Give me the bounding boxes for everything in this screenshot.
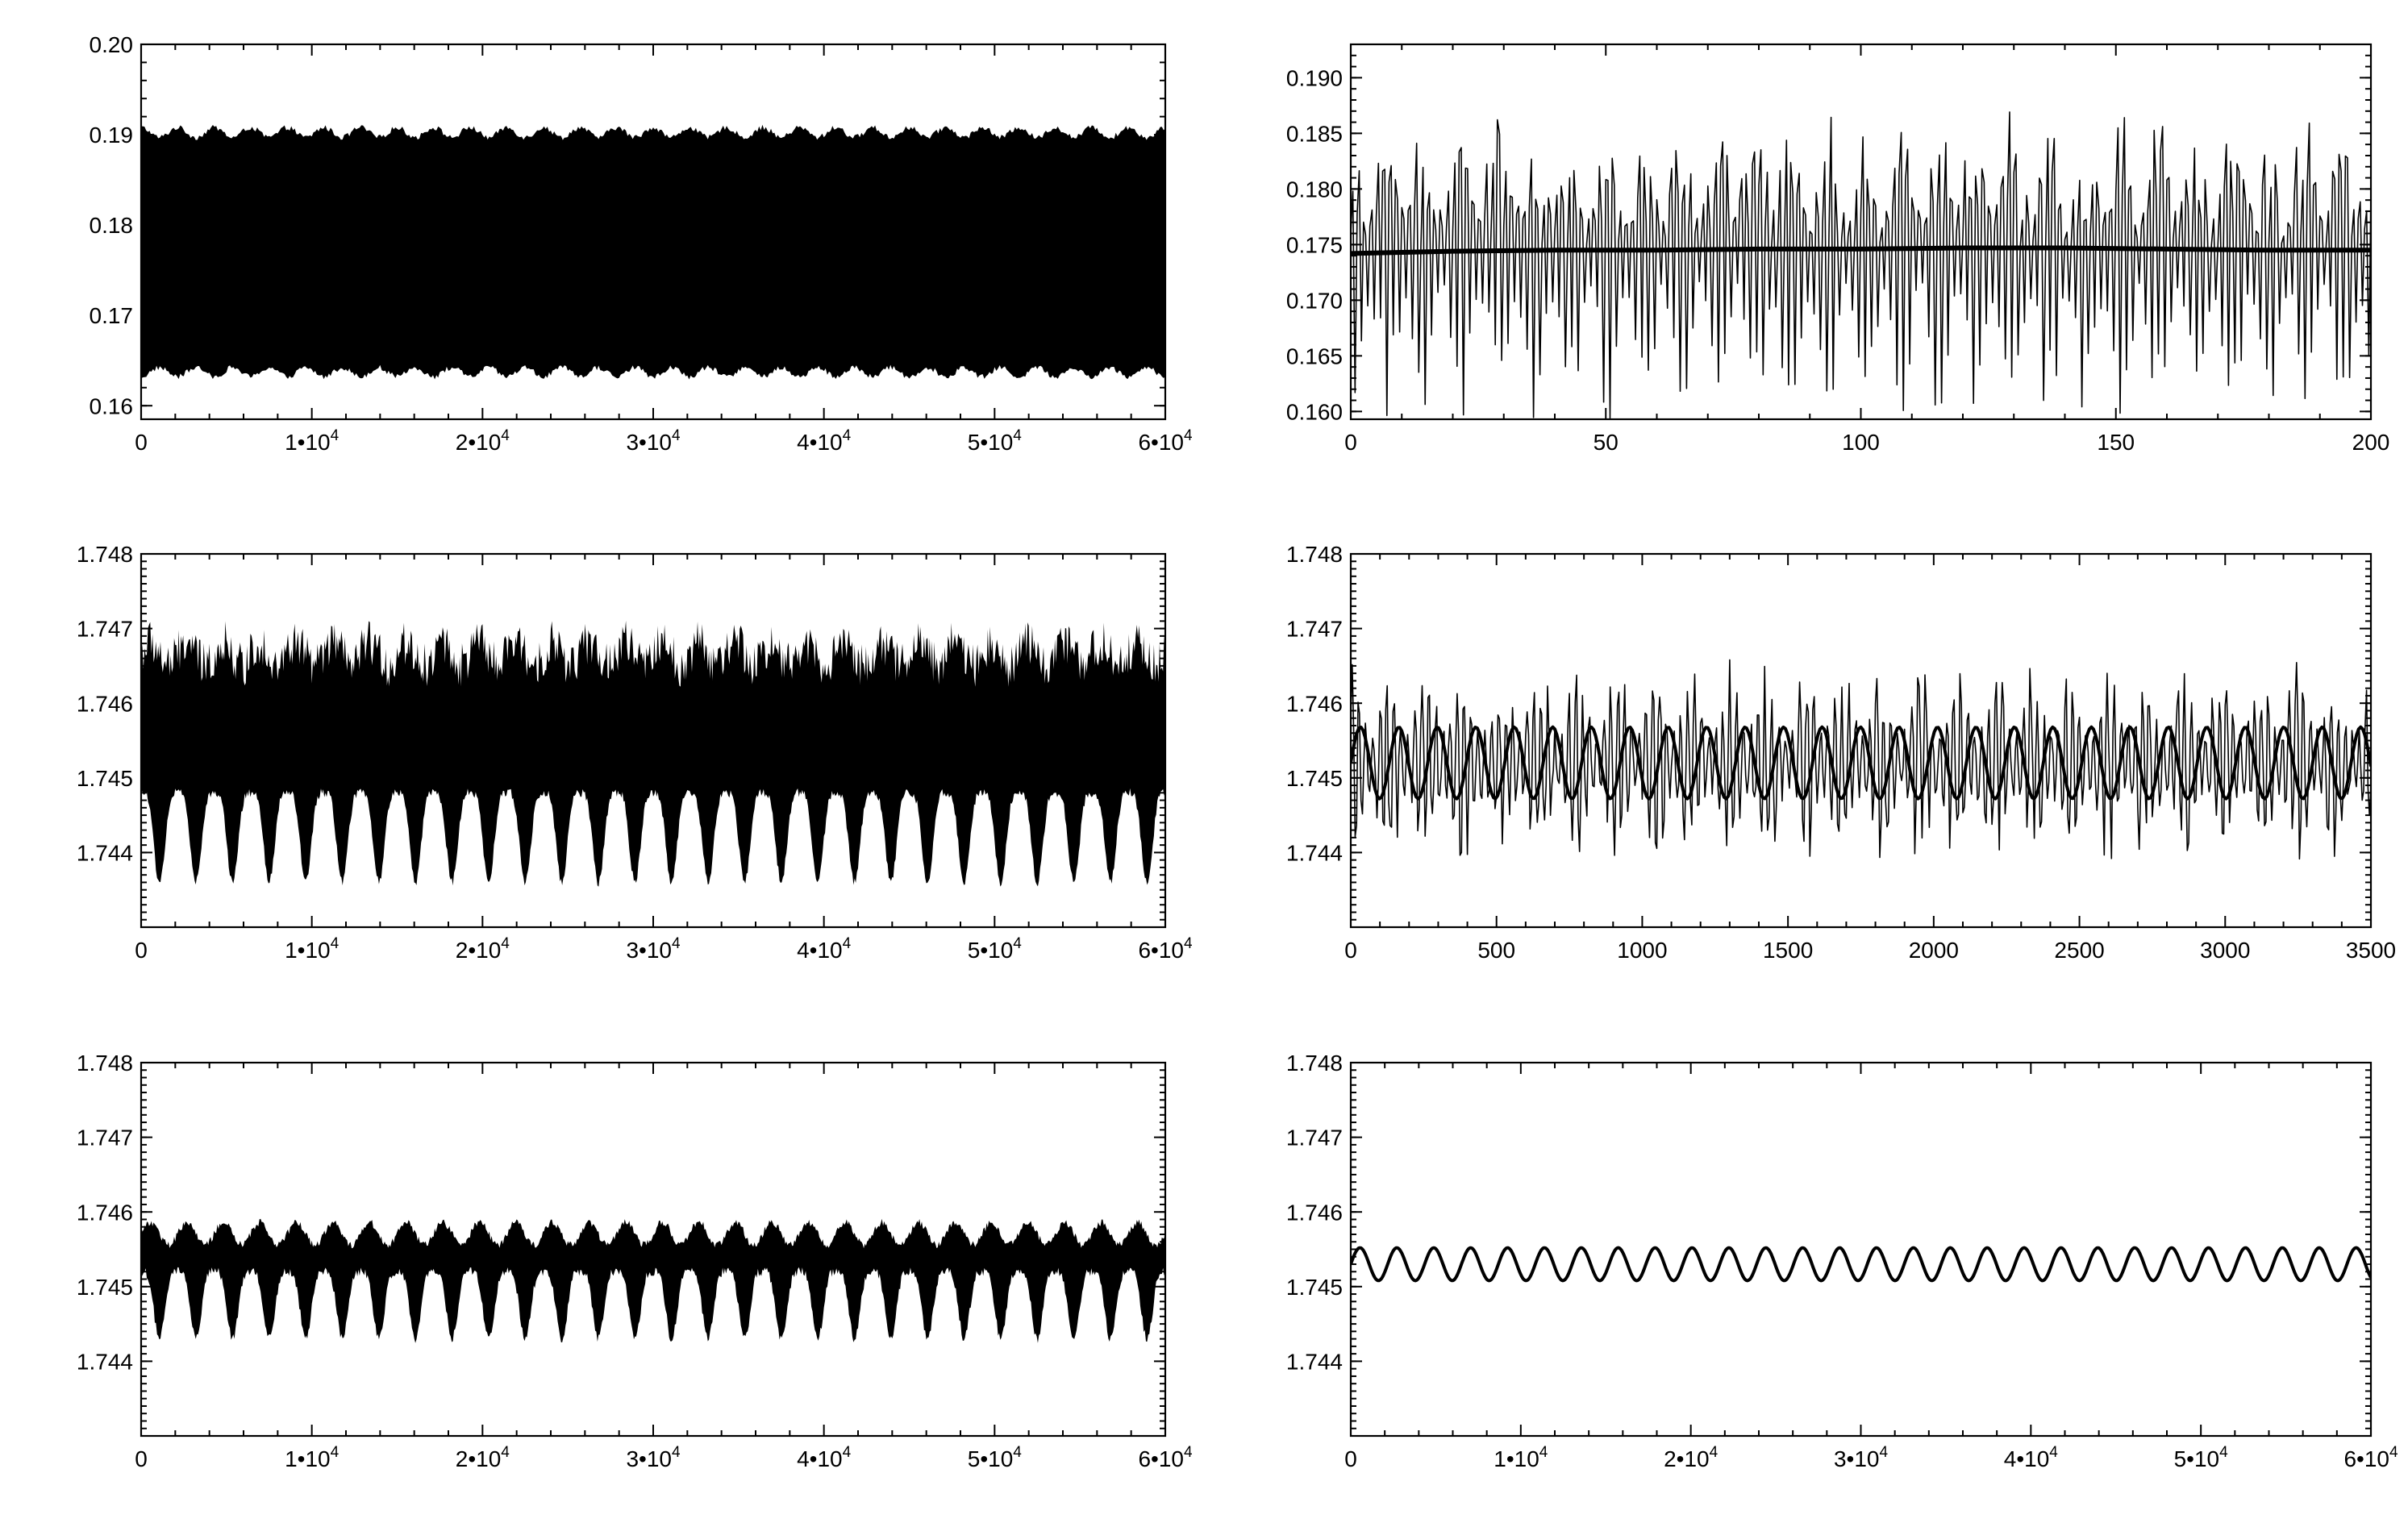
x-tick-label: 4•104 <box>797 1444 852 1471</box>
x-tick-label: 3•104 <box>1834 1444 1889 1471</box>
y-tick-label: 1.748 <box>77 542 133 567</box>
y-tick-label: 1.746 <box>1286 691 1343 716</box>
y-tick-label: 1.744 <box>1286 1349 1343 1374</box>
y-tick-label: 1.744 <box>77 840 133 865</box>
x-tick-label: 2•104 <box>1664 1444 1719 1471</box>
y-tick-label: 0.18 <box>90 213 134 238</box>
series-0-band <box>141 620 1165 887</box>
y-tick-label: 1.747 <box>1286 617 1343 642</box>
x-tick-label: 150 <box>2097 430 2135 455</box>
x-tick-label: 1500 <box>1763 938 1813 963</box>
y-tick-label: 0.19 <box>90 123 134 148</box>
x-tick-label: 0 <box>1344 1446 1357 1471</box>
y-tick-label: 1.745 <box>77 766 133 791</box>
series-0-band <box>141 1218 1165 1343</box>
x-tick-label: 1000 <box>1617 938 1667 963</box>
x-tick-label: 3500 <box>2346 938 2396 963</box>
plot-area <box>1351 111 2371 419</box>
x-tick-label: 4•104 <box>797 935 852 963</box>
x-tick-label: 3•104 <box>626 427 681 455</box>
chart-bottom-right: 1.744 1.745 1.746 1.747 1.748 0 1•104 2•104 3•10… <box>1286 1051 2398 1471</box>
x-tick-label: 2•104 <box>456 935 510 963</box>
x-tick-label: 2000 <box>1909 938 1959 963</box>
x-tick-label: 500 <box>1477 938 1515 963</box>
plot-area <box>141 1218 1165 1343</box>
x-tick-label: 6•104 <box>2343 1444 2398 1471</box>
y-tick-label: 0.185 <box>1286 121 1343 146</box>
y-tick-label: 0.180 <box>1286 177 1343 202</box>
x-tick-label: 5•104 <box>968 1444 1023 1471</box>
y-tick-label: 1.744 <box>1286 840 1343 865</box>
chart-middle-right: 1.744 1.745 1.746 1.747 1.748 0 500 1000 1500 200… <box>1286 542 2396 963</box>
plot-area <box>141 124 1165 380</box>
plot-area <box>1351 1246 2371 1283</box>
y-tick-label: 1.746 <box>1286 1200 1343 1225</box>
y-tick-label: 1.744 <box>77 1349 133 1374</box>
y-tick-label: 1.748 <box>77 1051 133 1076</box>
x-tick-label: 2•104 <box>456 427 510 455</box>
y-tick-label: 1.747 <box>77 1126 133 1151</box>
x-tick-label: 3000 <box>2200 938 2250 963</box>
x-tick-label: 0 <box>1344 938 1357 963</box>
x-tick-label: 1•104 <box>285 427 340 455</box>
plot-area <box>1351 659 2371 860</box>
x-tick-label: 50 <box>1594 430 1619 455</box>
y-tick-label: 0.190 <box>1286 65 1343 90</box>
x-tick-label: 0 <box>135 938 148 963</box>
x-tick-label: 0 <box>135 1446 148 1471</box>
x-tick-label: 6•104 <box>1138 935 1193 963</box>
y-tick-label: 1.748 <box>1286 1051 1343 1076</box>
plot-frame <box>1349 552 2373 929</box>
y-tick-label: 0.160 <box>1286 399 1343 424</box>
x-tick-label: 4•104 <box>797 427 852 455</box>
y-tick-label: 0.17 <box>90 303 134 328</box>
series-0-smooth <box>1351 1246 2371 1283</box>
y-tick-label: 0.16 <box>90 393 134 418</box>
x-tick-label: 6•104 <box>1138 1444 1193 1471</box>
series-1-smooth <box>1351 725 2371 801</box>
y-tick-label: 0.165 <box>1286 343 1343 368</box>
y-tick-label: 1.745 <box>77 1275 133 1300</box>
plot-area <box>141 620 1165 887</box>
x-tick-label: 1•104 <box>285 1444 340 1471</box>
y-tick-label: 1.746 <box>77 691 133 716</box>
chart-top-left: 0.16 0.17 0.18 0.19 0.20 0 1•104 2•104 3•104 4•10… <box>90 32 1193 455</box>
y-tick-label: 1.745 <box>1286 1275 1343 1300</box>
y-tick-label: 1.745 <box>1286 766 1343 791</box>
series-0-line <box>1351 111 2371 419</box>
chart-middle-left: 1.744 1.745 1.746 1.747 1.748 0 1•104 2•104 3•10… <box>77 542 1193 963</box>
x-tick-label: 5•104 <box>2174 1444 2229 1471</box>
series-0-band <box>141 124 1165 380</box>
y-tick-label: 1.746 <box>77 1200 133 1225</box>
x-tick-label: 1•104 <box>1494 1444 1548 1471</box>
y-tick-label: 1.747 <box>1286 1126 1343 1151</box>
x-tick-label: 100 <box>1842 430 1880 455</box>
x-tick-label: 4•104 <box>2004 1444 2059 1471</box>
x-tick-label: 2500 <box>2054 938 2104 963</box>
y-tick-label: 0.175 <box>1286 232 1343 257</box>
y-tick-label: 0.20 <box>90 32 134 57</box>
series-1-smooth <box>1351 245 2371 256</box>
x-tick-label: 5•104 <box>968 427 1023 455</box>
x-tick-label: 3•104 <box>626 935 681 963</box>
y-tick-label: 1.748 <box>1286 542 1343 567</box>
x-tick-label: 5•104 <box>968 935 1023 963</box>
chart-bottom-left: 1.744 1.745 1.746 1.747 1.748 0 1•104 2•104 3•10… <box>77 1051 1193 1471</box>
y-tick-label: 1.747 <box>77 617 133 642</box>
x-tick-label: 2•104 <box>456 1444 510 1471</box>
x-tick-label: 0 <box>1344 430 1357 455</box>
x-tick-label: 1•104 <box>285 935 340 963</box>
x-tick-label: 6•104 <box>1138 427 1193 455</box>
x-tick-label: 200 <box>2352 430 2390 455</box>
y-tick-label: 0.170 <box>1286 288 1343 313</box>
chart-top-right: 0.160 0.165 0.170 0.175 0.180 0.185 0.190 0 50 10… <box>1286 43 2390 455</box>
x-tick-label: 3•104 <box>626 1444 681 1471</box>
x-tick-label: 0 <box>135 430 148 455</box>
